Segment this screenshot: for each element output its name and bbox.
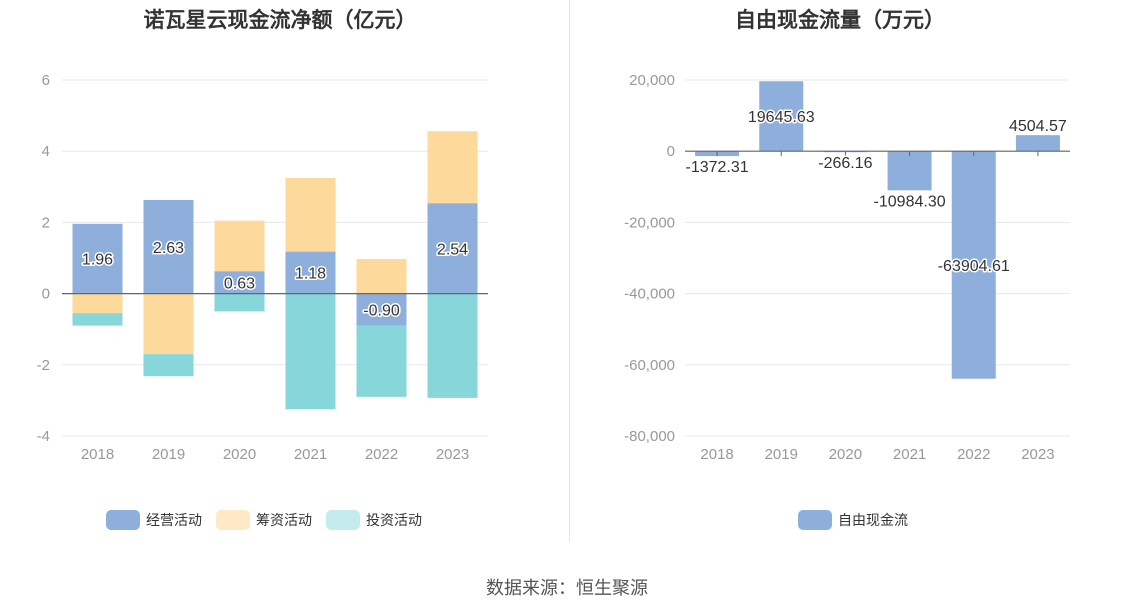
x-tick-label: 2023 bbox=[1021, 446, 1054, 463]
right-legend: 自由现金流 bbox=[798, 510, 922, 530]
legend-label-investing: 投资活动 bbox=[366, 513, 422, 529]
x-tick-label: 2021 bbox=[893, 446, 926, 463]
left-legend: 经营活动 筹资活动 投资活动 bbox=[106, 510, 436, 530]
legend-label-operating: 经营活动 bbox=[146, 513, 202, 529]
y-tick-label: -40,000 bbox=[624, 286, 675, 303]
bar-2021-s2 bbox=[285, 293, 336, 410]
legend-swatch-free-cash-flow bbox=[798, 510, 832, 530]
bar-2021-s1 bbox=[285, 177, 336, 252]
bar-free-cash-flow-2023 bbox=[1015, 135, 1060, 152]
x-tick-label: 2023 bbox=[436, 446, 469, 463]
bar-free-cash-flow-2022 bbox=[951, 151, 996, 379]
bar-free-cash-flow-2019 bbox=[759, 81, 804, 152]
bar-2022-s0 bbox=[356, 293, 407, 326]
legend-item-investing[interactable]: 投资活动 bbox=[326, 510, 422, 530]
data-label-free-cash-flow: -63904.61 bbox=[938, 258, 1010, 275]
x-tick-label: 2022 bbox=[957, 446, 990, 463]
bar-2021-s0 bbox=[285, 251, 336, 294]
data-label-operating: 2.54 bbox=[437, 241, 468, 258]
free-cash-flow-chart: -80,000 -60,000 -40,000 -20,000 0 20,000 2018 2… bbox=[624, 72, 1070, 463]
y-tick-label: 20,000 bbox=[629, 72, 675, 89]
x-tick-label: 2020 bbox=[223, 446, 256, 463]
data-label-free-cash-flow: -10984.30 bbox=[874, 193, 946, 210]
x-tick-label: 2019 bbox=[765, 446, 798, 463]
data-label-free-cash-flow: 4504.57 bbox=[1009, 118, 1067, 135]
x-tick-label: 2018 bbox=[81, 446, 114, 463]
y-tick-label: -4 bbox=[37, 428, 50, 445]
bar-2018-s0 bbox=[72, 223, 123, 294]
x-tick-label: 2021 bbox=[294, 446, 327, 463]
legend-label-free-cash-flow: 自由现金流 bbox=[838, 513, 908, 529]
bar-2019-s2 bbox=[143, 354, 194, 377]
bar-2018-s1 bbox=[72, 293, 123, 314]
y-tick-label: -80,000 bbox=[624, 428, 675, 445]
y-tick-label: 0 bbox=[42, 286, 50, 303]
bar-2020-s2 bbox=[214, 293, 265, 312]
panel-divider bbox=[569, 0, 570, 542]
y-tick-label: -20,000 bbox=[624, 214, 675, 231]
data-source: 数据来源：恒生聚源 bbox=[486, 578, 648, 599]
legend-swatch-investing bbox=[326, 510, 360, 530]
y-tick-label: -60,000 bbox=[624, 357, 675, 374]
y-tick-label: 0 bbox=[667, 143, 675, 160]
data-label-free-cash-flow: 19645.63 bbox=[748, 109, 815, 126]
bar-2020-s1 bbox=[214, 220, 265, 272]
x-tick-label: 2020 bbox=[829, 446, 862, 463]
data-label-operating: 1.18 bbox=[295, 266, 326, 283]
y-tick-label: -2 bbox=[37, 357, 50, 374]
left-chart-title: 诺瓦星云现金流净额（亿元） bbox=[143, 8, 417, 32]
x-tick-label: 2022 bbox=[365, 446, 398, 463]
bar-2019-s1 bbox=[143, 293, 194, 355]
bar-free-cash-flow-2021 bbox=[887, 151, 932, 191]
bar-2022-s2 bbox=[356, 325, 407, 397]
bar-2023-s1 bbox=[427, 131, 478, 204]
bar-2019-s0 bbox=[143, 199, 194, 294]
y-tick-label: 2 bbox=[42, 214, 50, 231]
data-label-operating: -0.90 bbox=[363, 303, 400, 320]
bar-2020-s0 bbox=[214, 271, 265, 294]
legend-swatch-financing bbox=[216, 510, 250, 530]
data-label-operating: 0.63 bbox=[224, 275, 255, 292]
cash-flow-chart: -4 -2 0 2 4 6 2018 2019 2020 2021 2022 2023 1.96 2.63… bbox=[37, 72, 488, 463]
right-chart-title: 自由现金流量（万元） bbox=[735, 8, 945, 32]
legend-swatch-operating bbox=[106, 510, 140, 530]
x-tick-label: 2018 bbox=[700, 446, 733, 463]
legend-item-operating[interactable]: 经营活动 bbox=[106, 510, 202, 530]
bar-2023-s0 bbox=[427, 203, 478, 294]
bar-2018-s2 bbox=[72, 313, 123, 326]
x-tick-label: 2019 bbox=[152, 446, 185, 463]
data-label-operating: 1.96 bbox=[82, 252, 113, 269]
y-tick-label: 4 bbox=[42, 143, 50, 160]
data-label-operating: 2.63 bbox=[153, 240, 184, 257]
y-tick-label: 6 bbox=[42, 72, 50, 89]
legend-item-financing[interactable]: 筹资活动 bbox=[216, 510, 312, 530]
legend-item-free-cash-flow[interactable]: 自由现金流 bbox=[798, 510, 908, 530]
data-label-free-cash-flow: -266.16 bbox=[818, 155, 872, 172]
legend-label-financing: 筹资活动 bbox=[256, 513, 312, 529]
bar-2023-s2 bbox=[427, 293, 478, 398]
data-label-free-cash-flow: -1372.31 bbox=[685, 159, 748, 176]
bar-2022-s1 bbox=[356, 259, 407, 294]
